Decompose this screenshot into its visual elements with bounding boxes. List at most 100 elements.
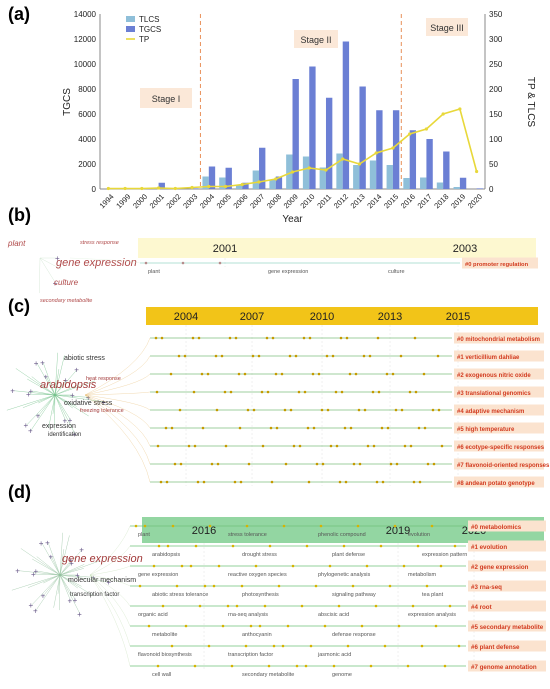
timeline-node (360, 624, 364, 628)
timeline-term: cell wall (152, 672, 171, 678)
timeline-node (403, 444, 407, 448)
timeline-node (346, 644, 350, 648)
timeline-node (326, 408, 330, 412)
network-edge (54, 355, 65, 396)
timeline-term: plant (138, 532, 150, 538)
network-edge (47, 542, 61, 576)
network-edge (39, 257, 41, 294)
timeline-node (436, 354, 440, 358)
timeline-node (303, 390, 307, 394)
timeline-fan-line (84, 394, 151, 447)
timeline-node (270, 480, 274, 484)
timeline-band (138, 238, 536, 258)
y-tick-right: 200 (489, 85, 503, 94)
network-edge (59, 549, 65, 576)
cluster-label-bg (454, 476, 544, 488)
network-edge (34, 573, 61, 576)
timeline-node (448, 604, 452, 608)
timeline-term: evolution (408, 532, 430, 538)
timeline-node (177, 354, 181, 358)
cluster-label-bg (454, 332, 544, 344)
bar-tlcs (286, 154, 293, 189)
x-axis-label: Year (282, 214, 303, 225)
timeline-node (268, 544, 272, 548)
timeline-node (317, 372, 321, 376)
timeline-node (400, 408, 404, 412)
x-tick-label: 2012 (332, 192, 350, 210)
network-label: plant (7, 239, 26, 248)
x-tick-label: 2008 (265, 192, 283, 210)
timeline-node (171, 524, 175, 528)
timeline-node (178, 408, 182, 412)
timeline-node (362, 354, 366, 358)
network-edge (18, 570, 61, 576)
network-node-icon: + (68, 556, 73, 565)
network-node-icon: + (79, 545, 84, 554)
legend-swatch-tlcs (126, 16, 135, 22)
timeline-node (315, 462, 319, 466)
timeline-node (383, 644, 387, 648)
timeline-node (380, 426, 384, 430)
timeline-node (348, 372, 352, 376)
network-node-icon: + (68, 416, 73, 425)
network-node-icon: + (34, 359, 39, 368)
timeline-node (369, 664, 373, 668)
cluster-label-bg (454, 422, 544, 434)
network-node-icon: + (70, 391, 75, 400)
cluster-label: #3 translational genomics (457, 391, 531, 397)
y-tick-left: 0 (92, 185, 97, 194)
cluster-label-bg (454, 440, 544, 452)
x-tick-label: 2019 (449, 192, 467, 210)
timeline-node (212, 584, 216, 588)
timeline-node (411, 604, 415, 608)
timeline-node (385, 372, 389, 376)
y-tick-left: 8000 (78, 85, 96, 94)
timeline-node (337, 604, 341, 608)
timeline-node (437, 408, 441, 412)
panel-label-a: (a) (8, 4, 30, 24)
y-tick-right: 300 (489, 35, 503, 44)
y-axis-label-right: TP & TLCS (525, 77, 536, 128)
timeline-term: rna-seq analysis (228, 612, 268, 618)
timeline-node (320, 408, 324, 412)
cluster-label-bg (468, 580, 546, 592)
timeline-node (304, 664, 308, 668)
point-tp (307, 166, 311, 170)
cluster-label-bg (454, 386, 544, 398)
network-node-icon: + (69, 559, 74, 568)
panel-label-c: (c) (8, 296, 30, 316)
network-label: abiotic stress (64, 355, 105, 362)
network-node-icon: + (49, 553, 54, 562)
bar-tgcs (325, 97, 333, 189)
timeline-node (297, 390, 301, 394)
timeline-term: metabolism (408, 572, 437, 578)
timeline-fan-line (84, 394, 151, 483)
timeline-node (208, 524, 212, 528)
timeline-node (258, 624, 262, 628)
timeline-node (294, 354, 298, 358)
timeline-fan-line (89, 525, 131, 576)
timeline-node (214, 354, 218, 358)
timeline-node (434, 624, 438, 628)
x-tick-label: 2010 (298, 192, 316, 210)
bar-tgcs (309, 66, 316, 189)
cluster-label: #0 promoter regulation (465, 262, 529, 268)
timeline-term: plant (148, 269, 160, 275)
timeline-term: plant defense (332, 552, 365, 558)
timeline-node (314, 584, 318, 588)
timeline-node (425, 584, 429, 588)
timeline-node (281, 644, 285, 648)
timeline-node (394, 408, 398, 412)
timeline-node (193, 664, 197, 668)
timeline-node (203, 584, 207, 588)
timeline-fan-line (84, 373, 151, 396)
bar-tgcs (426, 139, 433, 189)
network-node-icon: + (10, 387, 15, 396)
timeline-node (343, 426, 347, 430)
timeline-node (432, 462, 436, 466)
network-edge (59, 532, 63, 576)
bar-tlcs (353, 165, 360, 189)
point-tp (223, 184, 228, 189)
network-node-icon: + (55, 254, 60, 263)
timeline-year: 2003 (453, 243, 477, 255)
